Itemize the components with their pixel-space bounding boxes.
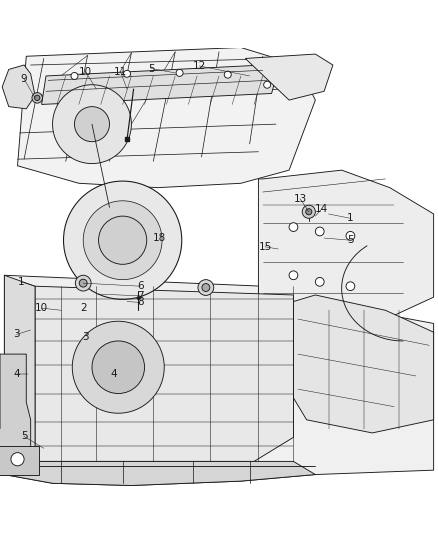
Text: 1: 1 <box>18 277 25 287</box>
Polygon shape <box>293 295 434 433</box>
Text: 7: 7 <box>137 291 144 301</box>
Circle shape <box>83 201 162 280</box>
Text: 5: 5 <box>148 63 155 74</box>
Circle shape <box>264 81 271 88</box>
Polygon shape <box>2 65 35 109</box>
Circle shape <box>75 275 91 291</box>
Circle shape <box>198 280 214 295</box>
Text: 4: 4 <box>13 369 20 379</box>
Polygon shape <box>4 275 434 486</box>
Text: 3: 3 <box>82 332 89 342</box>
Text: 15: 15 <box>258 242 272 252</box>
Circle shape <box>92 341 145 393</box>
Text: 9: 9 <box>21 74 28 84</box>
Polygon shape <box>245 54 333 100</box>
Text: 12: 12 <box>193 61 206 71</box>
Circle shape <box>315 278 324 286</box>
Circle shape <box>289 223 298 231</box>
Circle shape <box>72 321 164 413</box>
Circle shape <box>224 71 231 78</box>
Circle shape <box>202 284 210 292</box>
Text: 5: 5 <box>21 431 28 441</box>
Circle shape <box>124 70 131 77</box>
Circle shape <box>11 453 24 466</box>
Circle shape <box>79 279 87 287</box>
Polygon shape <box>258 170 434 324</box>
Text: 11: 11 <box>114 67 127 77</box>
Circle shape <box>71 72 78 79</box>
Text: 5: 5 <box>347 235 354 245</box>
Polygon shape <box>42 65 276 104</box>
Text: 3: 3 <box>13 329 20 340</box>
Circle shape <box>302 205 315 219</box>
Circle shape <box>64 181 182 300</box>
Polygon shape <box>35 286 293 462</box>
Circle shape <box>346 282 355 290</box>
Text: 10: 10 <box>79 67 92 77</box>
Polygon shape <box>0 446 39 474</box>
Circle shape <box>346 231 355 240</box>
Polygon shape <box>4 275 35 474</box>
Text: 6: 6 <box>137 281 144 291</box>
Text: 18: 18 <box>153 233 166 243</box>
Circle shape <box>99 216 147 264</box>
Text: 14: 14 <box>315 204 328 214</box>
Text: 4: 4 <box>110 369 117 379</box>
Text: 10: 10 <box>35 303 48 313</box>
Circle shape <box>74 107 110 142</box>
Polygon shape <box>18 47 315 188</box>
Text: 13: 13 <box>293 193 307 204</box>
Circle shape <box>53 85 131 164</box>
Circle shape <box>35 95 40 101</box>
Text: 1: 1 <box>347 213 354 223</box>
Circle shape <box>289 271 298 280</box>
Circle shape <box>306 209 312 215</box>
Text: 2: 2 <box>80 303 87 313</box>
Circle shape <box>32 93 42 103</box>
Circle shape <box>176 69 183 76</box>
Polygon shape <box>4 462 315 486</box>
Text: 8: 8 <box>137 297 144 308</box>
Polygon shape <box>0 354 31 474</box>
Circle shape <box>315 227 324 236</box>
